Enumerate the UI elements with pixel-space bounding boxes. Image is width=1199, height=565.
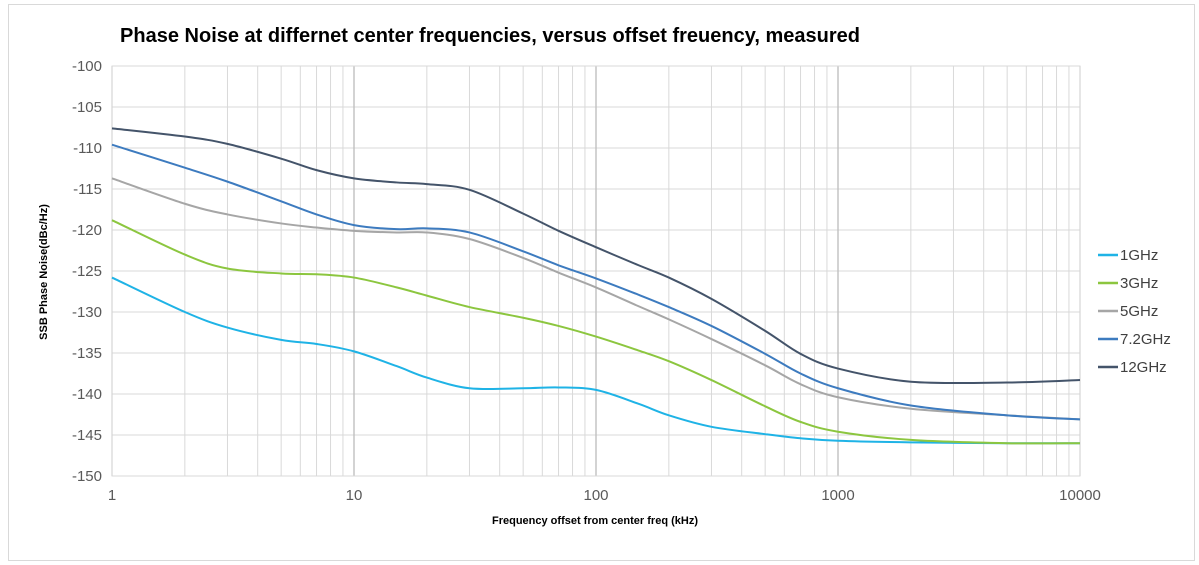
legend-label-3ghz: 3GHz <box>1120 275 1158 292</box>
y-tick-label: -120 <box>72 222 102 239</box>
series-line-5ghz <box>111 177 1081 421</box>
y-tick-label: -145 <box>72 427 102 444</box>
x-tick-label: 1 <box>108 487 116 504</box>
legend-label-12ghz: 12GHz <box>1120 359 1167 376</box>
series-line-1ghz <box>111 276 1081 445</box>
y-tick-label: -105 <box>72 99 102 116</box>
x-tick-label: 100 <box>583 487 608 504</box>
series-line-7-2ghz <box>111 143 1081 421</box>
series-lines <box>111 127 1081 445</box>
legend-label-7-2ghz: 7.2GHz <box>1120 331 1171 348</box>
plot-area <box>111 65 1081 477</box>
y-tick-label: -125 <box>72 263 102 280</box>
y-tick-labels: -100 -105 -110 -115 -120 -125 -130 -135 -140 -145… <box>72 58 102 485</box>
y-tick-label: -150 <box>72 468 102 485</box>
x-axis-label: Frequency offset from center freq (kHz) <box>492 515 698 527</box>
series-line-3ghz <box>111 219 1081 445</box>
y-tick-label: -130 <box>72 304 102 321</box>
x-tick-labels: 1 10 100 1000 10000 <box>108 487 1101 504</box>
y-tick-label: -100 <box>72 58 102 75</box>
y-tick-label: -140 <box>72 386 102 403</box>
x-tick-label: 10 <box>346 487 363 504</box>
y-tick-label: -110 <box>73 140 102 157</box>
x-tick-label: 10000 <box>1059 487 1101 504</box>
y-tick-label: -115 <box>73 181 102 198</box>
grid <box>111 65 1081 477</box>
chart-title: Phase Noise at differnet center frequenc… <box>120 25 860 47</box>
chart-frame <box>8 4 1195 561</box>
y-tick-label: -135 <box>72 345 102 362</box>
legend-label-5ghz: 5GHz <box>1120 303 1158 320</box>
x-tick-label: 1000 <box>821 487 854 504</box>
legend: 1GHz 3GHz 5GHz 7.2GHz 12GHz <box>1098 247 1171 376</box>
series-line-12ghz <box>111 127 1081 385</box>
y-axis-label: SSB Phase Noise(dBc/Hz) <box>38 204 50 340</box>
legend-label-1ghz: 1GHz <box>1120 247 1158 264</box>
